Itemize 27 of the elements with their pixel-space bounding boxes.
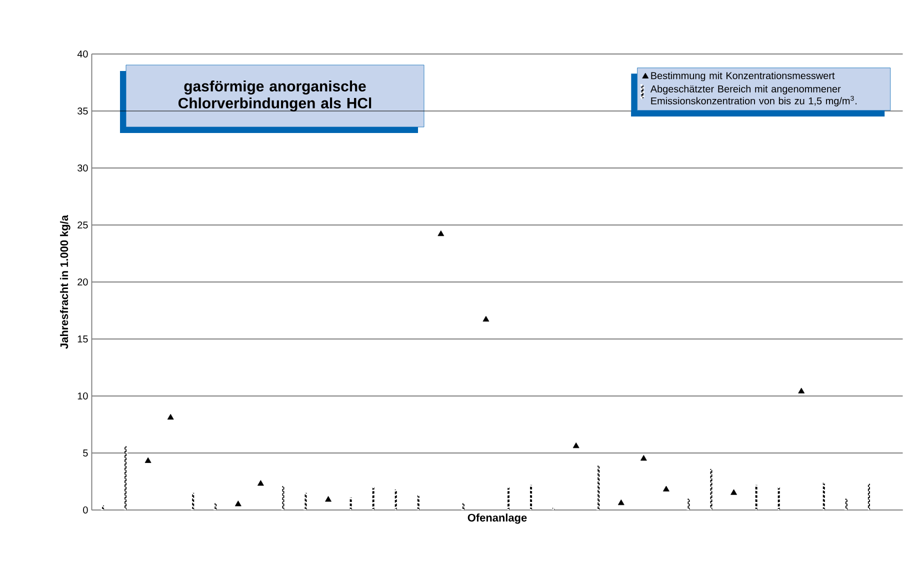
text: gasförmige anorganische Chlorverbindungen als HCl [178,80,372,112]
y-tick-label: 5 [83,450,88,456]
legend-label: Abgeschätzter Bereich mit angenommener Emissionskonzentration von bis zu 1,5 mg/m$^{3}$. [650,85,857,106]
point [662,486,670,492]
point [482,316,490,322]
y-tick-label: 30 [78,164,88,172]
point [798,388,805,394]
point [730,489,738,495]
y-tick-label: 20 [78,278,88,286]
x-axis-title: Ofenanlage [468,514,527,524]
point [144,457,152,463]
point [438,230,444,236]
y-tick-label: 25 [78,221,88,229]
point [325,496,332,502]
point [257,480,264,486]
y-axis-title: Jahresfracht in 1.000 kg/a [60,214,70,349]
point [234,500,242,506]
y-tick-label: 40 [77,50,88,58]
point [167,414,174,420]
point [572,442,580,448]
y-tick-label: 10 [78,392,88,400]
legend-label: Bestimmung mit Konzentrationsmesswert [651,72,835,82]
point [618,499,624,506]
point [640,455,647,461]
y-tick-label: 15 [78,336,88,342]
y-tick-label: 0 [83,506,88,514]
y-tick-label: 35 [78,107,88,115]
